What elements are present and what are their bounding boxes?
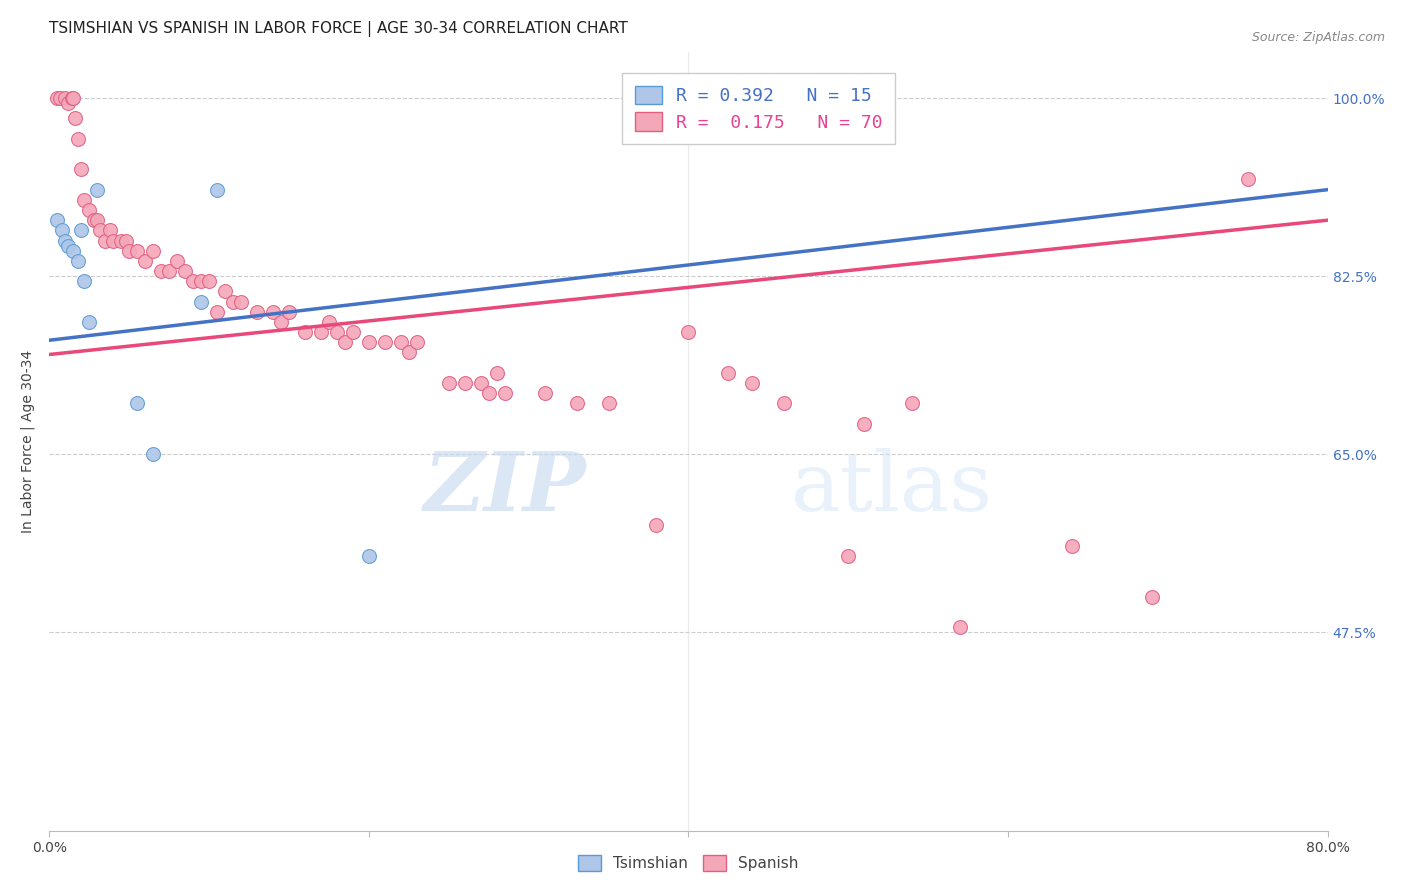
Point (1060, 539, 1083, 553)
Point (142, 244, 165, 258)
Point (357, 335, 380, 350)
Point (77, 202, 100, 217)
Point (389, 335, 412, 350)
Point (326, 325, 349, 339)
Point (333, 335, 356, 350)
Point (127, 396, 149, 410)
Point (181, 274, 204, 288)
Point (485, 366, 508, 380)
Point (278, 305, 301, 319)
Point (398, 345, 420, 359)
Point (357, 549, 380, 563)
Point (70, 223, 93, 237)
Point (374, 335, 396, 350)
Text: atlas: atlas (790, 448, 993, 528)
Point (598, 396, 620, 410)
Point (949, 620, 972, 634)
Point (246, 305, 269, 319)
Point (46, 91, 69, 105)
Point (142, 447, 165, 461)
Point (53, 91, 76, 105)
Point (89, 223, 111, 237)
Point (470, 376, 492, 390)
Point (205, 183, 228, 197)
Point (837, 549, 859, 563)
Legend: Tsimshian, Spanish: Tsimshian, Spanish (572, 849, 806, 878)
Point (318, 315, 340, 329)
Point (66, 253, 89, 268)
Point (60, 91, 83, 105)
Point (174, 264, 197, 278)
Point (294, 325, 316, 339)
Point (94, 234, 117, 248)
Point (478, 386, 501, 401)
Point (222, 294, 245, 309)
Point (101, 234, 124, 248)
Point (262, 305, 284, 319)
Point (73, 193, 96, 207)
Point (51, 223, 73, 237)
Point (190, 294, 212, 309)
Point (405, 335, 427, 350)
Point (565, 396, 588, 410)
Point (494, 386, 516, 401)
Point (53, 234, 76, 248)
Point (437, 376, 460, 390)
Point (454, 376, 477, 390)
Text: ZIP: ZIP (423, 448, 586, 528)
Point (110, 234, 132, 248)
Point (63, 112, 86, 126)
Point (1236, 172, 1258, 186)
Point (229, 294, 252, 309)
Point (134, 253, 156, 268)
Point (118, 244, 141, 258)
Point (66, 132, 89, 146)
Point (678, 325, 700, 339)
Text: TSIMSHIAN VS SPANISH IN LABOR FORCE | AGE 30-34 CORRELATION CHART: TSIMSHIAN VS SPANISH IN LABOR FORCE | AG… (49, 21, 628, 37)
Point (342, 325, 364, 339)
Text: Source: ZipAtlas.com: Source: ZipAtlas.com (1251, 31, 1385, 45)
Point (645, 518, 668, 533)
Point (70, 162, 93, 177)
Point (270, 315, 292, 329)
Point (58, 238, 80, 252)
Point (190, 274, 212, 288)
Y-axis label: In Labor Force | Age 30-34: In Labor Force | Age 30-34 (21, 350, 35, 533)
Point (62, 244, 84, 258)
Point (115, 234, 138, 248)
Point (62, 91, 84, 105)
Point (205, 305, 228, 319)
Point (214, 285, 236, 299)
Point (198, 274, 221, 288)
Point (58, 96, 80, 111)
Point (533, 386, 555, 401)
Point (46, 213, 69, 227)
Point (98, 223, 121, 237)
Point (717, 366, 740, 380)
Point (150, 264, 173, 278)
Point (49, 91, 72, 105)
Point (309, 325, 332, 339)
Point (157, 264, 180, 278)
Point (86, 183, 108, 197)
Point (741, 376, 763, 390)
Point (83, 213, 105, 227)
Point (77, 315, 100, 329)
Point (1140, 590, 1163, 604)
Point (166, 253, 188, 268)
Point (73, 274, 96, 288)
Point (86, 213, 108, 227)
Point (901, 396, 924, 410)
Point (773, 396, 796, 410)
Point (853, 417, 876, 431)
Point (127, 244, 149, 258)
